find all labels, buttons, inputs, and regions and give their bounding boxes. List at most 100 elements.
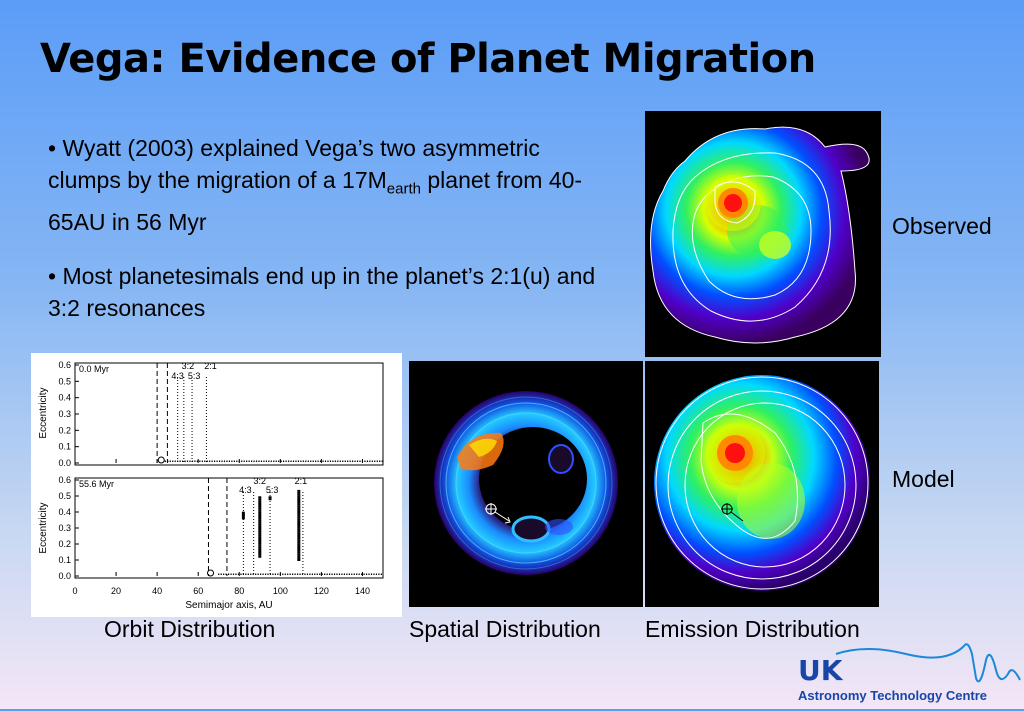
particle-top xyxy=(228,460,231,462)
particle-bottom xyxy=(292,573,294,575)
particle-bottom xyxy=(287,573,289,575)
particle-top xyxy=(356,460,359,462)
spatial-image xyxy=(409,361,643,607)
particle-top xyxy=(164,460,166,462)
particle-top xyxy=(374,460,376,462)
particle-bottom xyxy=(235,573,237,575)
particle-clump xyxy=(297,551,301,554)
logo-uk: UK xyxy=(798,654,843,687)
particle-top xyxy=(206,460,208,462)
particle-clump xyxy=(258,511,262,514)
resonance-label-bottom: 3:2 xyxy=(254,476,267,486)
resonance-label-bottom: 5:3 xyxy=(266,485,279,495)
orbit-top-label: 0.0 Myr xyxy=(79,364,109,374)
orbit-xlabel: Semimajor axis, AU xyxy=(185,600,272,611)
logo-atc: Astronomy Technology Centre xyxy=(798,688,988,703)
particle-top xyxy=(322,460,324,462)
particle-clump xyxy=(258,528,262,531)
particle-bottom xyxy=(380,573,382,575)
particle-clump xyxy=(258,509,262,512)
particle-clump xyxy=(258,517,262,520)
particle-clump xyxy=(297,507,301,510)
logo-wave-icon xyxy=(835,643,1021,683)
particle-top xyxy=(177,460,179,462)
particle-bottom xyxy=(247,573,249,575)
ytick-label-bottom: 0.4 xyxy=(58,507,71,517)
particle-bottom xyxy=(296,573,299,575)
particle-bottom xyxy=(326,573,328,575)
particle-clump xyxy=(258,496,262,499)
particle-clump xyxy=(258,542,262,545)
particle-clump xyxy=(258,540,262,543)
particle-top xyxy=(317,460,319,462)
particle-bottom xyxy=(245,573,247,575)
particle-top xyxy=(371,460,373,462)
particle-bottom xyxy=(314,573,316,575)
resonance-label-bottom: 4:3 xyxy=(239,485,252,495)
particle-top xyxy=(211,460,213,462)
particle-bottom xyxy=(336,573,338,575)
particle-bottom xyxy=(309,573,311,575)
particle-bottom xyxy=(341,573,343,575)
emission-caption: Emission Distribution xyxy=(645,616,860,642)
particle-clump xyxy=(297,503,301,506)
particle-clump xyxy=(297,532,301,535)
particle-clump xyxy=(241,511,245,514)
planet-marker-bottom xyxy=(207,569,215,577)
particle-clump xyxy=(258,538,262,541)
particle-clump xyxy=(241,517,245,520)
particle-top xyxy=(280,460,282,462)
particle-top xyxy=(352,460,354,462)
particle-bottom xyxy=(294,573,296,575)
ytick-label-bottom: 0.0 xyxy=(58,571,71,581)
particle-bottom xyxy=(267,573,269,575)
particle-clump xyxy=(297,553,301,556)
particle-top xyxy=(258,460,260,462)
particle-clump xyxy=(297,518,301,521)
particle-bottom xyxy=(321,573,323,575)
observed-label: Observed xyxy=(892,213,992,239)
particle-top xyxy=(290,460,292,462)
slide-title: Vega: Evidence of Planet Migration xyxy=(40,36,816,82)
particle-clump xyxy=(297,497,301,500)
ytick-label-top: 0.3 xyxy=(58,409,71,419)
particle-top xyxy=(186,460,189,462)
ytick-label-bottom: 0.5 xyxy=(58,491,71,501)
orbit-ylabel-bottom: Eccentricity xyxy=(38,502,49,553)
particle-clump xyxy=(258,555,262,558)
particle-top xyxy=(250,460,253,462)
particle-top xyxy=(285,460,287,462)
observed-image xyxy=(645,111,881,357)
particle-top xyxy=(295,460,297,462)
particle-clump xyxy=(241,515,245,518)
particle-top xyxy=(255,460,258,462)
orbit-ylabel-top: Eccentricity xyxy=(38,387,49,438)
particle-top xyxy=(366,460,368,462)
particle-top xyxy=(275,460,277,462)
particle-top xyxy=(223,460,226,462)
particle-top xyxy=(201,460,203,462)
particle-top xyxy=(307,460,309,462)
particle-top xyxy=(319,460,322,462)
ukatc-logo: UK Astronomy Technology Centre xyxy=(796,640,1022,706)
particle-top xyxy=(248,460,250,462)
particle-top xyxy=(324,460,327,462)
particle-top xyxy=(278,460,280,462)
particle-bottom xyxy=(301,573,304,575)
ytick-label-bottom: 0.3 xyxy=(58,523,71,533)
orbit-plot: 0.0 0.1 0.2 0.3 0.4 0.5 0.6 0.0 0.1 0.2 0.3 0.4 0.5 0… xyxy=(31,353,402,617)
particle-bottom xyxy=(242,573,244,575)
particle-bottom xyxy=(227,573,230,575)
particle-bottom xyxy=(311,573,313,575)
particle-clump xyxy=(297,545,301,548)
particle-bottom xyxy=(353,573,355,575)
particle-clump xyxy=(258,527,262,529)
particle-bottom xyxy=(252,573,254,575)
particle-clump xyxy=(297,520,301,523)
particle-clump xyxy=(297,501,301,504)
particle-top xyxy=(231,460,233,462)
model-label: Model xyxy=(892,466,955,492)
particle-top xyxy=(246,460,248,462)
particle-top xyxy=(339,460,341,462)
particle-clump xyxy=(258,551,262,554)
